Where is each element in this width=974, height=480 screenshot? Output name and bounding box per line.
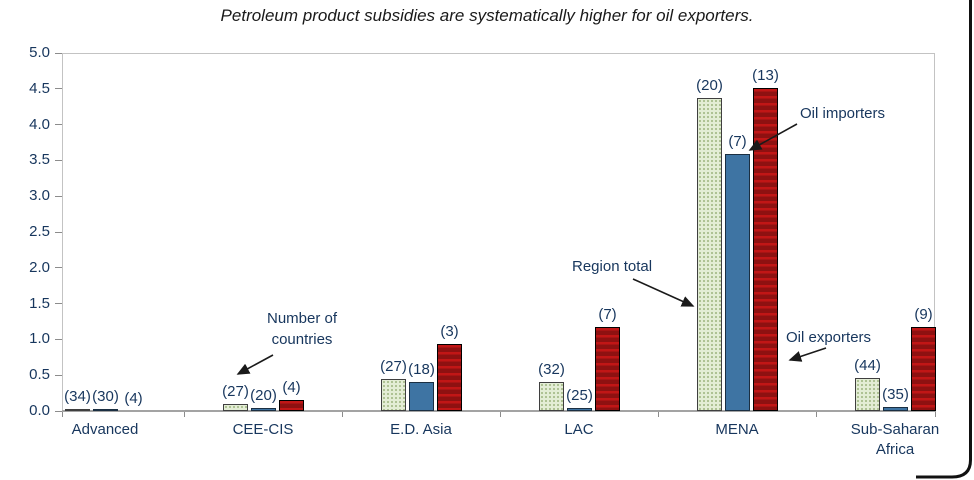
y-tick-label: 0.5: [29, 366, 50, 384]
bar-count-label: (9): [914, 306, 933, 324]
y-tick-mark: [55, 88, 62, 90]
annotation-number-of-countries: Number of countries: [266, 310, 338, 348]
y-tick-label: 1.5: [29, 294, 50, 312]
y-tick-mark: [55, 124, 62, 126]
x-tick-mark: [816, 412, 817, 417]
bar-count-label: (13): [752, 67, 779, 85]
y-tick-label: 4.5: [29, 79, 50, 97]
bar-oil-importers-advanced: [93, 408, 118, 411]
x-tick-mark: [500, 412, 501, 417]
bar-count-label: (3): [440, 323, 459, 341]
x-category-label: Advanced: [71, 421, 139, 438]
bar-region-total-lac: [539, 382, 564, 411]
bar-region-total-cee-cis: [223, 403, 248, 411]
bar-region-total-e-d-asia: [381, 379, 406, 411]
y-tick-mark: [55, 303, 62, 305]
bar-oil-exporters-lac: [595, 327, 620, 411]
bar-count-label: (34): [64, 387, 91, 405]
bar-count-label: (4): [282, 378, 301, 396]
x-tick-mark: [184, 412, 185, 417]
y-tick-mark: [55, 159, 62, 161]
y-tick-mark: [55, 374, 62, 376]
x-category-label: MENA: [715, 421, 759, 438]
y-tick-mark: [55, 52, 62, 54]
bar-count-label: (7): [598, 306, 617, 324]
y-tick-label: 1.0: [29, 330, 50, 348]
y-tick-mark: [55, 231, 62, 233]
bar-count-label: (20): [696, 77, 723, 95]
bar-count-label: (4): [124, 390, 143, 407]
x-tick-mark: [62, 412, 63, 417]
bar-count-label: (27): [222, 382, 249, 400]
y-tick-label: 3.0: [29, 187, 50, 205]
annotation-oil-importers: Oil importers: [800, 105, 886, 122]
annotation-oil-exporters: Oil exporters: [786, 329, 872, 346]
bar-count-label: (30): [92, 387, 119, 405]
y-tick-label: 3.5: [29, 151, 50, 169]
x-tick-mark: [658, 412, 659, 417]
bar-oil-exporters-mena: [753, 88, 778, 411]
y-tick-label: 2.5: [29, 223, 50, 240]
bar-oil-importers-e-d-asia: [409, 382, 434, 411]
bar-oil-exporters-e-d-asia: [437, 344, 462, 411]
y-tick-mark: [55, 410, 62, 412]
x-axis-line: [62, 410, 936, 412]
x-category-label: LAC: [564, 421, 594, 438]
bar-region-total-sub-saharan-africa: [855, 378, 880, 411]
bar-count-label: (44): [854, 357, 881, 375]
x-tick-mark: [342, 412, 343, 417]
bar-oil-importers-cee-cis: [251, 408, 276, 411]
bar-count-label: (7): [728, 132, 747, 150]
bar-region-total-advanced: [65, 408, 90, 411]
bar-oil-importers-mena: [725, 153, 750, 411]
y-tick-mark: [55, 195, 62, 197]
y-tick-label: 2.0: [29, 258, 50, 276]
x-category-label: Sub-Saharan Africa: [850, 421, 940, 458]
annotation-region-total: Region total: [572, 258, 653, 275]
bar-oil-importers-lac: [567, 408, 592, 411]
bar-count-label: (32): [538, 361, 565, 379]
chart-title: Petroleum product subsidies are systemat…: [220, 6, 754, 25]
x-tick-mark: [935, 412, 936, 417]
x-category-label: CEE-CIS: [232, 421, 294, 438]
bar-region-total-mena: [697, 98, 722, 411]
bar-oil-exporters-cee-cis: [279, 399, 304, 411]
x-category-label: E.D. Asia: [390, 421, 452, 438]
y-tick-mark: [55, 267, 62, 269]
y-tick-label: 5.0: [29, 44, 50, 61]
y-tick-label: 4.0: [29, 115, 50, 133]
y-tick-mark: [55, 338, 62, 340]
bar-count-label: (35): [882, 385, 909, 403]
bar-oil-importers-sub-saharan-africa: [883, 406, 908, 411]
bar-oil-exporters-sub-saharan-africa: [911, 327, 936, 411]
bar-count-label: (27): [380, 358, 407, 376]
bar-count-label: (25): [566, 387, 593, 405]
bar-count-label: (20): [250, 387, 277, 405]
bar-count-label: (18): [408, 361, 435, 379]
y-tick-label: 0.0: [29, 402, 50, 419]
